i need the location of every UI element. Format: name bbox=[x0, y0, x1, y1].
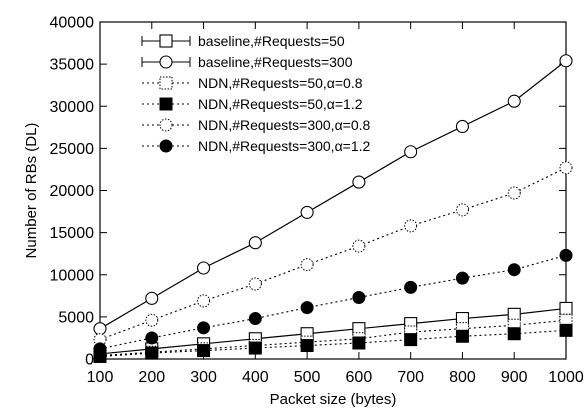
x-tick-label: 500 bbox=[294, 369, 321, 386]
data-point bbox=[507, 94, 521, 108]
y-tick-label: 15000 bbox=[50, 225, 95, 242]
series-3 bbox=[93, 313, 573, 363]
y-axis: 0 5000 10000 15000 20000 25000 30000 35000 40000 bbox=[50, 15, 566, 369]
x-tick-label: 200 bbox=[138, 369, 165, 386]
series-line bbox=[99, 319, 567, 357]
data-point bbox=[197, 294, 211, 308]
x-tick-label: 300 bbox=[190, 369, 217, 386]
data-point bbox=[197, 321, 211, 335]
data-point bbox=[352, 290, 366, 304]
data-point bbox=[507, 307, 521, 321]
data-point bbox=[455, 271, 469, 285]
data-point bbox=[352, 239, 366, 253]
data-point bbox=[248, 312, 262, 326]
data-point bbox=[145, 331, 159, 345]
legend-marker bbox=[159, 97, 173, 111]
data-point bbox=[507, 186, 521, 200]
data-point bbox=[455, 203, 469, 217]
legend-entry: baseline,#Requests=50 bbox=[141, 33, 345, 49]
series-line bbox=[99, 307, 567, 355]
legend-marker bbox=[159, 76, 173, 90]
series-line bbox=[99, 167, 567, 341]
x-tick-label: 700 bbox=[397, 369, 424, 386]
x-axis-title: Packet size (bytes) bbox=[270, 391, 397, 408]
legend-entry: baseline,#Requests=300 bbox=[141, 54, 353, 70]
data-point bbox=[559, 301, 573, 316]
data-point bbox=[145, 291, 159, 305]
legend-marker bbox=[159, 55, 173, 69]
data-point bbox=[559, 323, 573, 337]
data-point bbox=[300, 258, 314, 272]
data-point bbox=[93, 342, 107, 356]
y-tick-label: 20000 bbox=[50, 183, 95, 200]
data-point bbox=[145, 313, 159, 327]
data-point bbox=[404, 280, 418, 294]
data-point bbox=[352, 336, 366, 350]
x-axis: 100 200 300 400 500 600 700 800 900 1000 bbox=[87, 22, 584, 386]
legend-label: NDN,#Requests=300,α=0.8 bbox=[198, 117, 371, 133]
data-point bbox=[559, 54, 573, 68]
y-tick-label: 30000 bbox=[50, 99, 95, 116]
data-point bbox=[197, 344, 211, 358]
legend-entry: NDN,#Requests=50,α=1.2 bbox=[142, 96, 363, 112]
data-point bbox=[404, 145, 418, 159]
x-tick-label: 600 bbox=[346, 369, 373, 386]
y-tick-label: 5000 bbox=[58, 309, 94, 326]
x-tick-label: 100 bbox=[87, 369, 114, 386]
y-tick-label: 25000 bbox=[50, 141, 95, 158]
plot-area bbox=[99, 21, 567, 360]
x-tick-label: 800 bbox=[449, 369, 476, 386]
data-point bbox=[248, 236, 262, 250]
data-point bbox=[93, 322, 107, 336]
data-point bbox=[404, 333, 418, 347]
legend-label: NDN,#Requests=300,α=1.2 bbox=[198, 138, 371, 154]
y-tick-label: 10000 bbox=[50, 267, 95, 284]
legend-marker bbox=[159, 34, 173, 48]
legend-label: baseline,#Requests=50 bbox=[198, 33, 345, 49]
legend-label: NDN,#Requests=50,α=0.8 bbox=[198, 75, 363, 91]
data-point bbox=[404, 219, 418, 233]
legend-marker bbox=[159, 118, 173, 132]
data-point bbox=[145, 346, 159, 360]
data-point bbox=[197, 261, 211, 275]
data-point bbox=[248, 341, 262, 355]
series-layer bbox=[93, 54, 573, 363]
legend-entry: NDN,#Requests=300,α=0.8 bbox=[142, 117, 371, 133]
series-line bbox=[99, 60, 567, 330]
legend-entry: NDN,#Requests=300,α=1.2 bbox=[142, 138, 371, 154]
series-line bbox=[99, 254, 567, 350]
data-point bbox=[455, 119, 469, 134]
data-point bbox=[559, 161, 573, 175]
data-point bbox=[507, 263, 521, 277]
data-point bbox=[300, 339, 314, 353]
legend-label: baseline,#Requests=300 bbox=[198, 54, 353, 70]
x-tick-label: 1000 bbox=[548, 369, 584, 386]
x-tick-label: 900 bbox=[501, 369, 528, 386]
data-point bbox=[559, 248, 573, 262]
data-point bbox=[507, 327, 521, 341]
y-tick-label: 0 bbox=[85, 352, 94, 369]
legend-label: NDN,#Requests=50,α=1.2 bbox=[198, 96, 363, 112]
data-point bbox=[248, 277, 262, 291]
x-tick-label: 400 bbox=[242, 369, 269, 386]
y-axis-title: Number of RBs (DL) bbox=[23, 123, 40, 259]
data-point bbox=[300, 205, 314, 219]
series-4 bbox=[93, 323, 573, 363]
data-point bbox=[455, 329, 469, 343]
plot-frame bbox=[99, 21, 567, 360]
data-point bbox=[300, 301, 314, 315]
legend-entry: NDN,#Requests=50,α=0.8 bbox=[142, 75, 363, 91]
series-6 bbox=[93, 248, 573, 356]
legend-marker bbox=[159, 139, 173, 153]
y-tick-label: 40000 bbox=[50, 15, 95, 32]
series-5 bbox=[93, 161, 573, 347]
legend: baseline,#Requests=50 baseline,#Requests=… bbox=[141, 33, 371, 154]
y-tick-label: 35000 bbox=[50, 57, 95, 74]
data-point bbox=[352, 175, 366, 189]
